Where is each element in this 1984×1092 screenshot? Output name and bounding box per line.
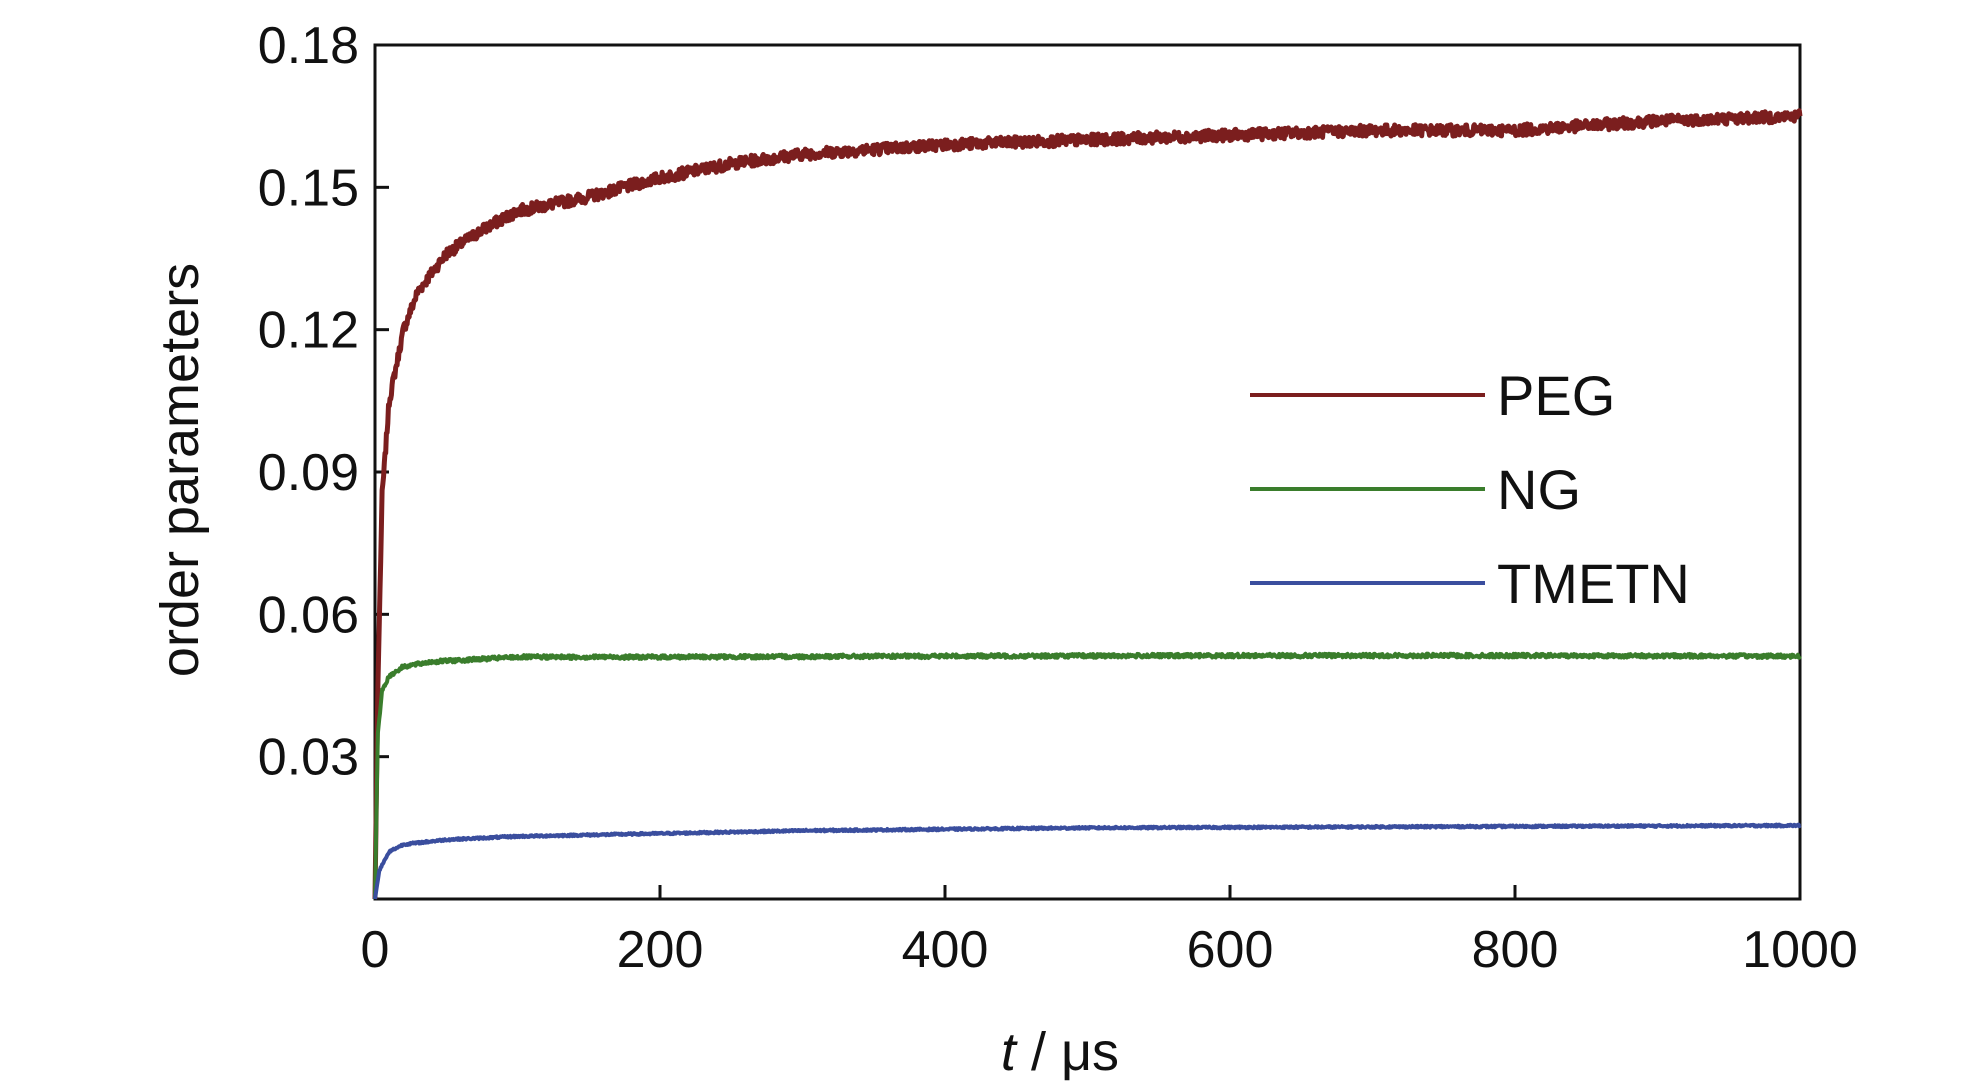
legend: PEG NG TMETN [1250, 364, 1690, 615]
x-tick-label: 800 [1472, 921, 1559, 979]
y-tick-label: 0.15 [258, 159, 359, 217]
legend-label-tmetn: TMETN [1497, 552, 1690, 615]
y-tick-label: 0.18 [258, 17, 359, 75]
x-tick-label: 600 [1187, 921, 1274, 979]
series-line-ng [373, 651, 1802, 900]
series-line-tmetn [373, 822, 1802, 900]
x-tick-label: 0 [361, 921, 390, 979]
legend-label-peg: PEG [1497, 364, 1615, 427]
series-line-peg [372, 108, 1803, 900]
x-axis-ticks: 0 200 400 600 800 1000 [361, 885, 1858, 979]
series-layer [372, 108, 1803, 900]
legend-label-ng: NG [1497, 458, 1581, 521]
plot-frame [373, 43, 1802, 901]
x-tick-label: 400 [902, 921, 989, 979]
y-axis-title: order parameters [150, 263, 210, 677]
x-tick-label: 1000 [1742, 921, 1858, 979]
x-axis-title-variable: t [1001, 1022, 1018, 1082]
x-axis-title-unit: / μs [1016, 1022, 1119, 1082]
y-tick-label: 0.12 [258, 302, 359, 360]
y-axis-ticks: 0.03 0.06 0.09 0.12 0.15 0.18 [258, 17, 389, 787]
y-tick-label: 0.09 [258, 444, 359, 502]
y-tick-label: 0.03 [258, 729, 359, 787]
y-tick-label: 0.06 [258, 586, 359, 644]
x-tick-label: 200 [617, 921, 704, 979]
x-axis-title: t / μs [1001, 1022, 1119, 1082]
